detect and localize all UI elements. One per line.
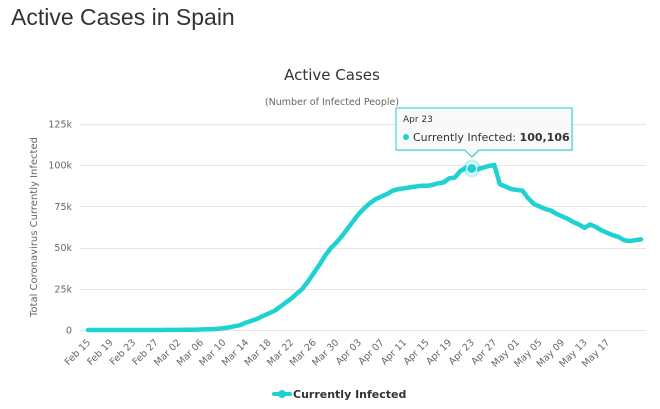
legend-item-currently-infected[interactable]: Currently Infected — [293, 388, 406, 401]
legend[interactable]: Currently Infected — [272, 388, 406, 401]
y-tick-label: 0 — [66, 326, 72, 337]
tooltip-date: Apr 23 — [403, 115, 433, 125]
page-title: Active Cases in Spain — [11, 4, 235, 30]
y-axis-ticks: 0 25k 50k 75k 100k 125k — [48, 120, 72, 337]
y-tick-label: 75k — [54, 202, 72, 213]
tooltip-series-text: Currently Infected: 100,106 — [413, 131, 570, 144]
tooltip-series-label: Currently Infected: — [413, 131, 520, 144]
y-tick-label: 25k — [54, 284, 72, 295]
tooltip-value: 100,106 — [520, 131, 570, 144]
series-currently-infected[interactable] — [85, 162, 644, 333]
legend-marker-icon — [278, 390, 286, 398]
chart-title: Active Cases — [284, 66, 380, 84]
grid-lines — [80, 124, 646, 331]
tooltip-series-marker-icon — [403, 134, 409, 140]
y-tick-label: 50k — [54, 243, 72, 254]
tooltip: Apr 23 Currently Infected: 100,106 — [395, 107, 574, 178]
y-tick-label: 100k — [48, 161, 72, 172]
series-line — [85, 162, 644, 333]
y-axis-title: Total Coronavirus Currently Infected — [29, 137, 40, 318]
tooltip-box — [395, 107, 573, 158]
chart-subtitle: (Number of Infected People) — [265, 97, 399, 108]
hover-point — [466, 162, 478, 174]
y-tick-label: 125k — [48, 120, 72, 131]
